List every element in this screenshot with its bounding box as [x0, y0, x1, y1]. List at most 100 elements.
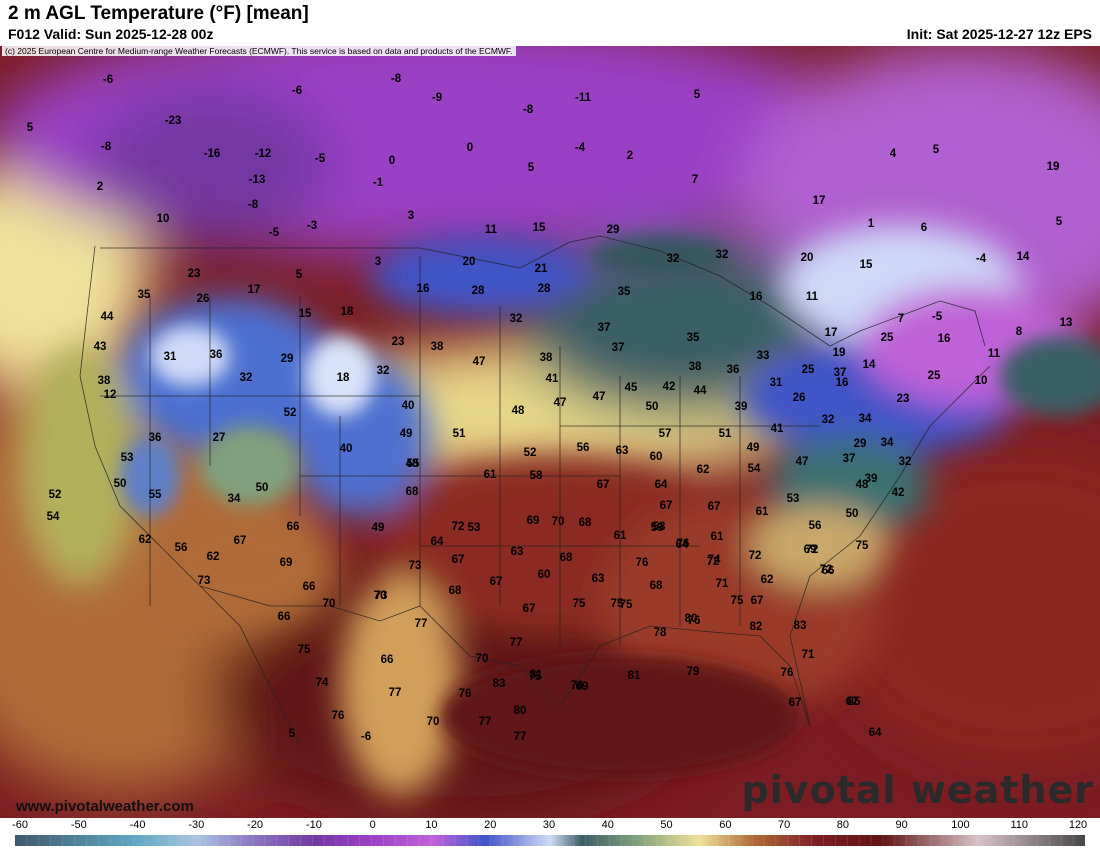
point-value-p32: 15 — [533, 222, 546, 234]
point-value-p232: 70 — [427, 716, 440, 728]
colorbar-tick-10: 40 — [601, 819, 614, 831]
point-value-p55: 11 — [806, 291, 819, 303]
point-value-p142: 64 — [655, 479, 668, 491]
point-value-p113: 26 — [793, 392, 806, 404]
field-blobs-fine — [120, 236, 1100, 776]
point-value-p193: 71 — [716, 578, 729, 590]
point-value-p134: 55 — [149, 489, 162, 501]
point-value-p156: 72 — [452, 521, 465, 533]
point-value-p216: 81 — [628, 670, 641, 682]
point-value-p194: 72 — [820, 564, 833, 576]
field-pacific-nw — [0, 166, 150, 386]
point-value-p31: 11 — [485, 224, 498, 236]
point-value-p78: 8 — [1016, 326, 1023, 338]
point-value-p19: 7 — [692, 174, 698, 186]
point-value-p80: 38 — [98, 375, 111, 387]
point-value-p114: 23 — [897, 393, 910, 405]
point-value-p152: 50 — [846, 508, 859, 520]
point-value-p166: 66 — [287, 521, 300, 533]
point-value-p54: 16 — [750, 291, 763, 303]
point-value-p189: 75 — [611, 598, 624, 610]
point-value-p154: 49 — [372, 522, 385, 534]
point-value-p96: 40 — [402, 400, 415, 412]
colorbar-tick-7: 10 — [425, 819, 438, 831]
point-value-p116: 40 — [340, 443, 353, 455]
point-value-p103: 31 — [770, 377, 783, 389]
point-value-p50: 16 — [417, 283, 430, 295]
point-value-p215: 69 — [576, 681, 589, 693]
point-value-p87: 33 — [757, 350, 770, 362]
point-value-p160: 61 — [614, 530, 627, 542]
colorbar-tick-9: 30 — [542, 819, 556, 831]
point-value-p213: 70 — [476, 653, 489, 665]
point-value-p2: -6 — [292, 85, 302, 97]
point-value-p180: 76 — [636, 557, 649, 569]
point-value-p85: 38 — [689, 361, 702, 373]
point-value-p21: 5 — [933, 144, 940, 156]
point-value-p220: 71 — [802, 649, 815, 661]
colorbar-tick-labels: -60 -50 -40 -30 -20 -10 0 10 20 30 40 50 60 70 80 90 100… — [0, 818, 1100, 832]
point-value-p42: 21 — [535, 263, 548, 275]
valid-time: F012 Valid: Sun 2025-12-28 00z — [8, 26, 214, 42]
point-value-p70: 23 — [392, 336, 405, 348]
point-value-p162: 62 — [139, 534, 152, 546]
brand-watermark: pivotal weather — [741, 768, 1094, 812]
point-value-p23: 2 — [97, 181, 103, 193]
point-value-p214: 81 — [530, 669, 543, 681]
point-value-p7: -23 — [165, 115, 182, 127]
colorbar-tick-5: -10 — [305, 819, 322, 831]
site-url-watermark: www.pivotalweather.com — [16, 798, 194, 815]
point-value-p88: 19 — [833, 347, 846, 359]
point-value-p167: 64 — [431, 536, 444, 548]
colorbar-tick-4: -20 — [247, 819, 264, 831]
point-value-p86: 36 — [727, 364, 740, 376]
point-value-p13: 5 — [694, 89, 701, 101]
point-value-p205: 75 — [731, 595, 744, 607]
point-value-p208: 73 — [375, 590, 388, 602]
point-value-p190: 68 — [650, 580, 663, 592]
map-title: 2 m AGL Temperature (°F) [mean] — [8, 3, 309, 24]
point-value-p61: 32 — [510, 313, 523, 325]
point-value-p203: 75 — [620, 599, 633, 611]
point-value-p144: 39 — [865, 473, 878, 485]
point-value-p75: 35 — [687, 332, 700, 344]
point-value-p165: 67 — [234, 535, 247, 547]
point-value-p135: 48 — [406, 458, 419, 470]
point-value-p192: 62 — [761, 574, 774, 586]
point-value-p105: 16 — [836, 377, 849, 389]
point-value-p81: 32 — [240, 372, 253, 384]
point-value-p112: 34 — [859, 413, 872, 425]
colorbar-tick-15: 90 — [895, 819, 908, 831]
point-value-p218: 76 — [688, 615, 701, 627]
point-value-p223: 76 — [459, 688, 472, 700]
point-value-p59: 15 — [299, 308, 312, 320]
field-maritime — [1000, 336, 1100, 416]
point-value-p231: 76 — [332, 710, 345, 722]
point-value-p30: 3 — [408, 210, 414, 222]
point-value-p65: 13 — [1060, 317, 1073, 329]
point-value-p99: 47 — [593, 391, 606, 403]
point-value-p136: 67 — [597, 479, 610, 491]
point-value-p172: 72 — [806, 544, 819, 556]
point-value-p39: 5 — [296, 269, 303, 281]
colorbar-tick-2: -40 — [129, 819, 146, 831]
field-dakota-blue — [370, 236, 590, 316]
point-value-p168: 53 — [468, 522, 481, 534]
point-value-p104: 25 — [802, 364, 815, 376]
field-mexico-plateau — [340, 576, 460, 796]
point-value-p40: 3 — [375, 256, 381, 268]
colorbar-tick-0: -60 — [12, 819, 28, 831]
point-value-p93: 12 — [104, 389, 117, 401]
point-value-p63: 7 — [898, 313, 904, 325]
gulf-coast — [559, 625, 811, 727]
point-value-p67: 31 — [164, 351, 177, 363]
point-value-p209: 77 — [415, 618, 428, 630]
map-header: 2 m AGL Temperature (°F) [mean] F012 Val… — [0, 0, 1100, 46]
mexico-border — [199, 585, 561, 707]
copyright-notice: (c) 2025 European Centre for Medium-rang… — [2, 46, 516, 56]
point-value-p20: 4 — [890, 148, 897, 160]
point-value-p178: 63 — [511, 546, 524, 558]
point-value-p126: 50 — [114, 478, 127, 490]
field-carolinas — [750, 506, 890, 586]
point-value-p224: 83 — [493, 678, 506, 690]
